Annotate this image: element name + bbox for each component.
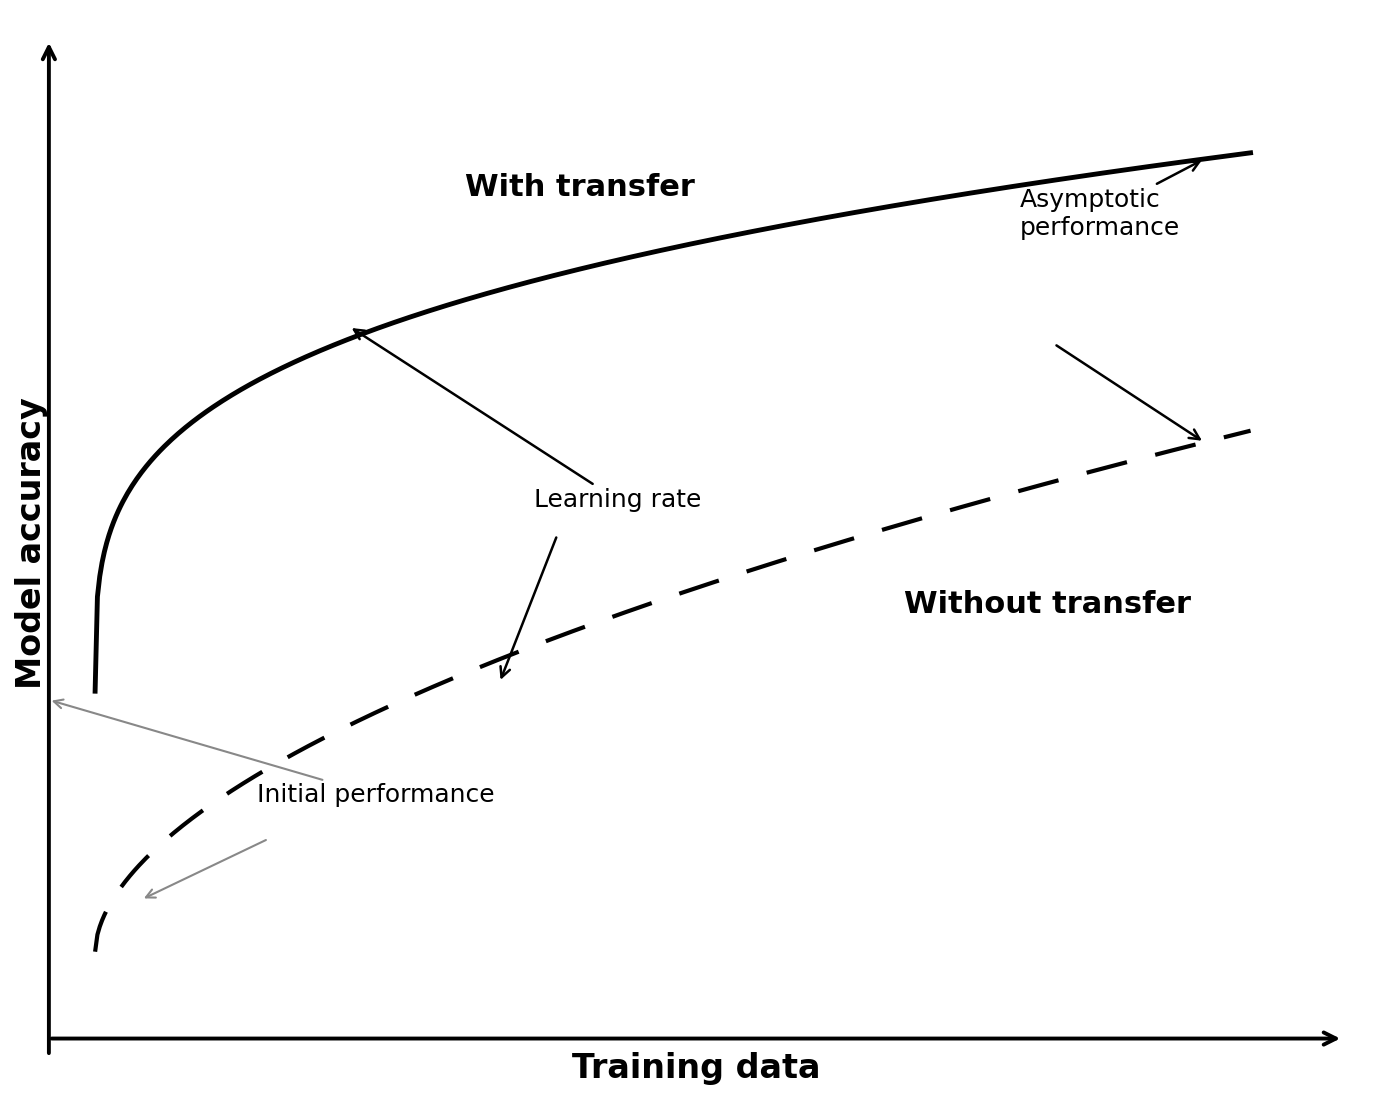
Text: With transfer: With transfer (465, 173, 696, 202)
Text: Model accuracy: Model accuracy (15, 398, 48, 690)
Text: Asymptotic
performance: Asymptotic performance (1020, 162, 1199, 239)
Text: Initial performance: Initial performance (54, 700, 494, 808)
Text: Without transfer: Without transfer (904, 590, 1191, 619)
Text: Training data: Training data (571, 1052, 820, 1085)
Text: Learning rate: Learning rate (355, 329, 701, 512)
